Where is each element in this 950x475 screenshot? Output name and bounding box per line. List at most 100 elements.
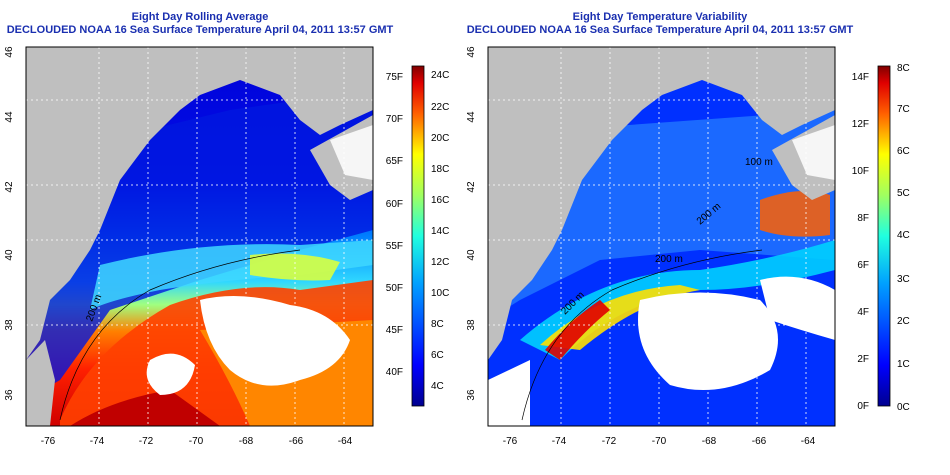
right-cb-c: 2C [897, 316, 910, 327]
right-cb-f: 4F [857, 307, 869, 318]
right-y-tick: 42 [466, 181, 477, 193]
right-y-tick: 40 [466, 249, 477, 261]
right-cb-f: 0F [857, 401, 869, 412]
right-y-tick: 44 [466, 111, 477, 123]
right-land-cloud [792, 125, 835, 180]
left-y-tick: 46 [4, 46, 15, 58]
left-x-axis: -76 -74 -72 -70 -68 -66 -64 [41, 436, 353, 447]
right-cb-c: 1C [897, 359, 910, 370]
right-colorbar: 14F 12F 10F 8F 6F 4F 2F 0F 8C 7C 6C 5C 4… [852, 63, 910, 413]
left-cb-c: 4C [431, 381, 444, 392]
left-cb-c: 12C [431, 257, 449, 268]
left-x-tick: -70 [189, 436, 204, 447]
right-x-axis: -76 -74 -72 -70 -68 -66 -64 [503, 436, 816, 447]
right-no-data-2 [760, 276, 835, 340]
right-depth-label: 200 m [655, 254, 683, 265]
right-depth-label: 100 m [745, 157, 773, 168]
right-cb-f: 8F [857, 213, 869, 224]
right-x-tick: -76 [503, 436, 518, 447]
left-cb-f: 40F [386, 367, 403, 378]
right-no-data-3 [488, 360, 530, 426]
right-x-tick: -72 [602, 436, 617, 447]
left-cb-f: 50F [386, 283, 403, 294]
right-cb-f: 14F [852, 72, 869, 83]
right-cb-c: 8C [897, 63, 910, 74]
right-y-tick: 36 [466, 389, 477, 401]
right-x-tick: -66 [752, 436, 767, 447]
left-no-data-2 [146, 353, 195, 395]
right-front-peak [545, 300, 610, 360]
left-cb-c: 8C [431, 319, 444, 330]
left-land-mainland [26, 47, 373, 360]
right-title-line2: DECLOUDED NOAA 16 Sea Surface Temperatur… [466, 24, 854, 36]
right-y-tick: 46 [466, 46, 477, 58]
left-y-axis: 46 44 42 40 38 36 [4, 46, 15, 401]
left-title-line1: Eight Day Rolling Average [131, 11, 269, 23]
right-cb-c: 4C [897, 230, 910, 241]
left-cb-c: 6C [431, 350, 444, 361]
left-cb-c: 20C [431, 133, 449, 144]
right-cb-c: 6C [897, 146, 910, 157]
left-y-tick: 44 [4, 111, 15, 123]
right-map-title: Eight Day Temperature Variability DECLOU… [460, 11, 860, 37]
right-cb-c: 7C [897, 104, 910, 115]
left-title-line2: DECLOUDED NOAA 16 Sea Surface Temperatur… [6, 24, 394, 36]
right-cb-f: 10F [852, 166, 869, 177]
left-cb-f: 55F [386, 241, 403, 252]
left-no-data [200, 296, 350, 386]
left-colorbar: 75F 70F 65F 60F 55F 50F 45F 40F 24C 22C … [386, 65, 449, 407]
right-title-line1: Eight Day Temperature Variability [572, 11, 748, 23]
left-land-cloud [330, 125, 373, 180]
right-front-var [520, 240, 835, 360]
left-warm-patch [250, 253, 340, 281]
right-cb-f: 12F [852, 119, 869, 130]
left-map-title: Eight Day Rolling Average DECLOUDED NOAA… [0, 11, 400, 37]
right-x-tick: -74 [552, 436, 567, 447]
right-cb-f: 2F [857, 354, 869, 365]
left-x-tick: -64 [338, 436, 353, 447]
left-x-tick: -76 [41, 436, 56, 447]
left-cb-f: 70F [386, 114, 403, 125]
left-cb-c: 14C [431, 226, 449, 237]
right-map: 200 m 200 m 200 m 100 m [488, 47, 835, 426]
right-colorbar-scale [877, 65, 891, 407]
left-x-tick: -66 [289, 436, 304, 447]
left-cb-c: 16C [431, 195, 449, 206]
left-x-tick: -72 [139, 436, 154, 447]
right-isobath [521, 249, 763, 421]
left-isobath [59, 249, 301, 421]
left-cb-f: 60F [386, 199, 403, 210]
right-x-tick: -64 [801, 436, 816, 447]
left-cb-c: 24C [431, 70, 449, 81]
left-stream-core [70, 390, 220, 426]
left-y-tick: 40 [4, 249, 15, 261]
left-y-tick: 36 [4, 389, 15, 401]
left-y-tick: 42 [4, 181, 15, 193]
left-map-frame [25, 46, 374, 427]
right-y-tick: 38 [466, 319, 477, 331]
right-cb-c: 0C [897, 402, 910, 413]
left-cb-c: 10C [431, 288, 449, 299]
right-x-tick: -68 [702, 436, 717, 447]
right-cb-f: 6F [857, 260, 869, 271]
right-y-axis: 46 44 42 40 38 36 [466, 46, 477, 401]
right-graticule [488, 47, 835, 426]
left-colorbar-scale [411, 65, 425, 407]
right-cb-c: 3C [897, 274, 910, 285]
right-no-data [638, 292, 778, 390]
left-cb-c: 22C [431, 102, 449, 113]
left-cb-f: 65F [386, 156, 403, 167]
right-land-mainland [488, 47, 835, 360]
right-east-peak [760, 191, 830, 237]
left-cb-c: 18C [431, 164, 449, 175]
left-graticule [26, 47, 373, 426]
left-cb-f: 75F [386, 72, 403, 83]
left-y-tick: 38 [4, 319, 15, 331]
left-land-south [26, 340, 55, 426]
left-x-tick: -68 [239, 436, 254, 447]
right-map-frame [487, 46, 836, 427]
left-map: 200 m [26, 47, 373, 426]
right-x-tick: -70 [652, 436, 667, 447]
left-cb-f: 45F [386, 325, 403, 336]
